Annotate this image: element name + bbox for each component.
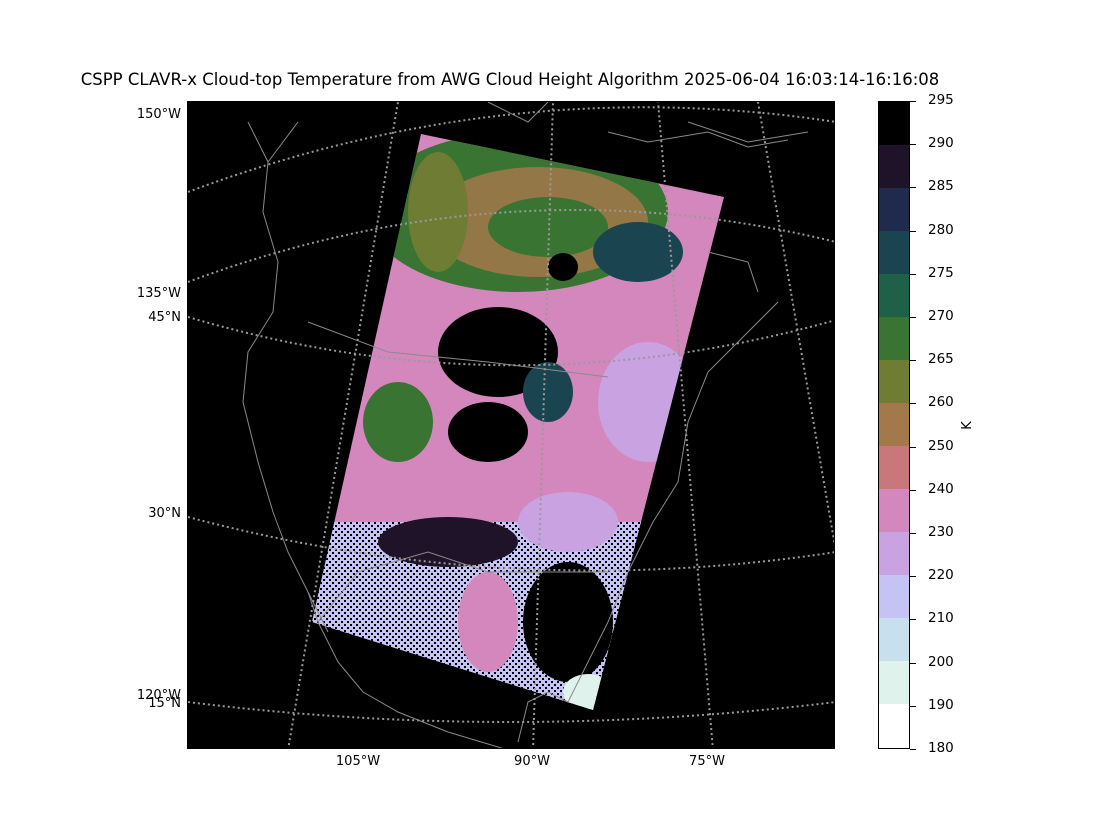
colorbar-tick-label: 180 — [928, 740, 954, 756]
lon-label-90w: 90°W — [514, 754, 550, 769]
colorbar-tick-label: 285 — [928, 178, 954, 195]
colorbar-tick-label: 295 — [928, 92, 954, 108]
colorbar-tick — [910, 705, 916, 707]
colorbar-tick-label: 200 — [928, 653, 954, 670]
colorbar-segment — [879, 704, 909, 747]
colorbar-tick — [910, 749, 916, 750]
colorbar-tick-label: 280 — [928, 221, 954, 238]
lon-label-120w: 120°W — [136, 688, 181, 703]
lat-label-30n: 30°N — [148, 506, 181, 521]
colorbar-tick-label: 210 — [928, 610, 954, 627]
colorbar-tick — [910, 662, 916, 664]
colorbar-segment — [879, 661, 909, 704]
colorbar-segment — [879, 274, 909, 317]
lat-label-45n: 45°N — [148, 310, 181, 325]
colorbar-segment — [879, 145, 909, 188]
colorbar-tick — [910, 273, 916, 275]
colorbar-tick-label: 190 — [928, 696, 954, 713]
colorbar-tick — [910, 619, 916, 621]
colorbar — [878, 101, 910, 749]
colorbar-tick — [910, 230, 916, 232]
graticule — [188, 102, 834, 748]
map-canvas — [188, 102, 834, 748]
colorbar-tick-label: 220 — [928, 567, 954, 584]
colorbar-tick-label: 250 — [928, 437, 954, 454]
lon-label-135w: 135°W — [136, 286, 181, 301]
colorbar-tick — [910, 360, 916, 362]
colorbar-segment — [879, 618, 909, 661]
colorbar-segment — [879, 102, 909, 145]
colorbar-tick — [910, 317, 916, 318]
colorbar-tick-label: 275 — [928, 264, 954, 281]
colorbar-segment — [879, 360, 909, 403]
colorbar-tick — [910, 403, 916, 405]
colorbar-tick-label: 270 — [928, 308, 954, 324]
colorbar-tick — [910, 446, 916, 448]
colorbar-tick — [910, 576, 916, 578]
colorbar-tick-label: 260 — [928, 394, 954, 411]
lon-label-75w: 75°W — [689, 754, 725, 769]
colorbar-segment — [879, 489, 909, 532]
colorbar-tick — [910, 187, 916, 189]
colorbar-tick-label: 265 — [928, 351, 954, 368]
plot-title: CSPP CLAVR-x Cloud-top Temperature from … — [80, 70, 940, 89]
lon-label-150w: 150°W — [136, 107, 181, 122]
colorbar-tick — [910, 144, 916, 146]
colorbar-tick-label: 240 — [928, 480, 954, 497]
colorbar-segment — [879, 532, 909, 575]
map-panel — [187, 101, 835, 749]
colorbar-segment — [879, 188, 909, 231]
colorbar-segment — [879, 575, 909, 618]
colorbar-segment — [879, 317, 909, 360]
colorbar-unit-label: K — [959, 421, 975, 430]
colorbar-segment — [879, 446, 909, 489]
colorbar-tick-label: 230 — [928, 524, 954, 540]
colorbar-tick-label: 290 — [928, 135, 954, 152]
colorbar-segment — [879, 403, 909, 446]
colorbar-tick — [910, 533, 916, 534]
colorbar-tick — [910, 489, 916, 491]
colorbar-segment — [879, 231, 909, 274]
cloud-swath — [312, 134, 724, 710]
colorbar-tick — [910, 101, 916, 102]
lat-label-15n: 15°N — [148, 696, 181, 711]
lon-label-105w: 105°W — [335, 754, 381, 769]
